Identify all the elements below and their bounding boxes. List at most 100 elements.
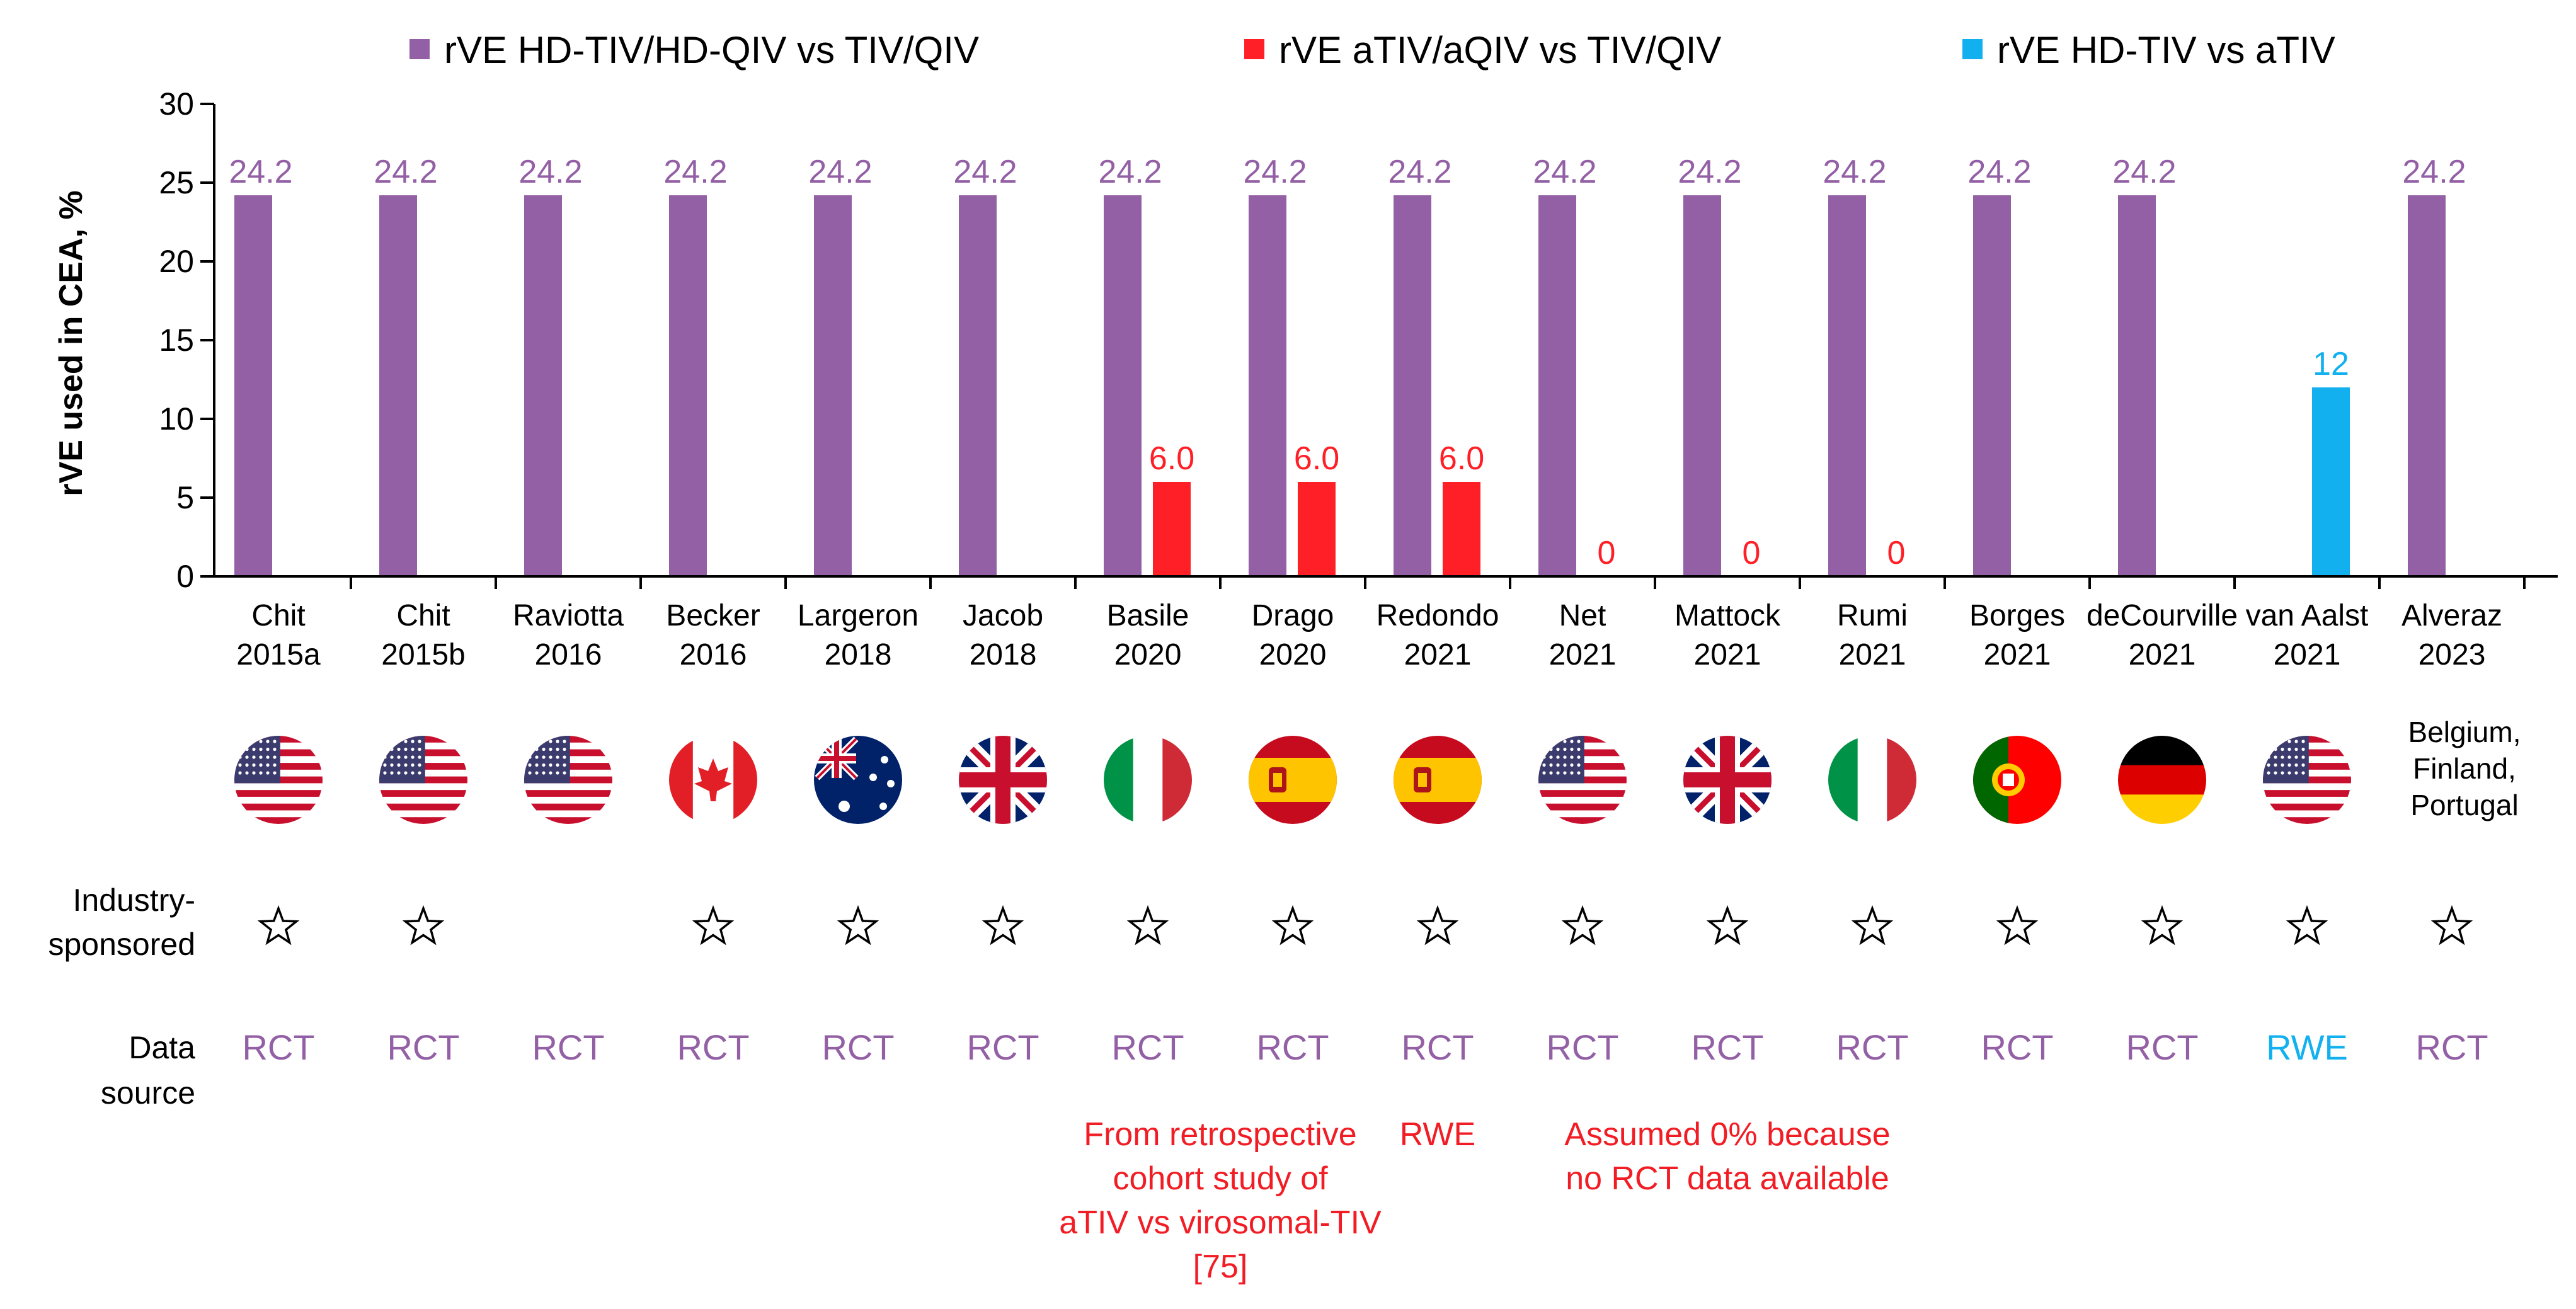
note: RWE bbox=[1400, 1116, 1475, 1153]
category-label: Drago 2020 bbox=[1252, 599, 1334, 672]
category-year: 2021 bbox=[1549, 638, 1617, 672]
category-year: 2018 bbox=[970, 638, 1037, 672]
bar-adj bbox=[1298, 482, 1336, 576]
us-flag-icon bbox=[524, 736, 612, 824]
category-label: Chit 2015a bbox=[236, 599, 321, 672]
bar-value-label: 24.2 bbox=[374, 154, 437, 190]
category-label: Alveraz 2023 bbox=[2401, 599, 2502, 672]
bar-value-label: 0 bbox=[1743, 535, 1761, 571]
category-label: Becker 2016 bbox=[666, 599, 760, 672]
category-label: Largeron 2018 bbox=[798, 599, 919, 672]
data-source-label: RCT bbox=[2415, 1027, 2488, 1067]
star-icon bbox=[2141, 905, 2184, 946]
category-label: Borges 2021 bbox=[1969, 599, 2065, 672]
bar-hd bbox=[1394, 195, 1431, 576]
category-name: Mattock bbox=[1674, 599, 1781, 632]
category-name: Borges bbox=[1969, 599, 2065, 632]
note: Assumed 0% because no RCT data available bbox=[1564, 1116, 1890, 1197]
bar-value-label: 24.2 bbox=[2402, 154, 2466, 190]
bar-hd bbox=[524, 195, 562, 576]
bar-value-label: 0 bbox=[1887, 535, 1906, 571]
us-flag-icon bbox=[234, 736, 323, 824]
category-label: Redondo 2021 bbox=[1377, 599, 1499, 672]
data-source-label: RWE bbox=[2266, 1027, 2348, 1067]
category-label: van Aalst 2021 bbox=[2246, 599, 2369, 672]
data-source-label: RCT bbox=[1836, 1027, 1908, 1067]
us-flag-icon bbox=[379, 736, 467, 824]
portugal-flag-icon bbox=[1973, 736, 2061, 824]
legend-item-adj: rVE aTIV/aQIV vs TIV/QIV bbox=[1244, 29, 1721, 71]
industry-row-label: sponsored bbox=[49, 927, 196, 962]
bar-value-label: 24.2 bbox=[808, 154, 872, 190]
data-source-label: RCT bbox=[1981, 1027, 2053, 1067]
y-tick-label: 15 bbox=[159, 323, 194, 358]
legend-item-hd: rVE HD-TIV/HD-QIV vs TIV/QIV bbox=[409, 29, 979, 71]
bar-value-label: 6.0 bbox=[1439, 440, 1484, 477]
australia-flag-icon bbox=[814, 736, 902, 824]
legend: rVE HD-TIV/HD-QIV vs TIV/QIV rVE aTIV/aQI… bbox=[409, 29, 2335, 71]
bar-hd bbox=[814, 195, 852, 576]
note-line: From retrospective bbox=[1084, 1116, 1356, 1153]
bar-adj bbox=[1443, 482, 1480, 576]
category-name: deCourville bbox=[2087, 599, 2238, 632]
data-source-label: RCT bbox=[1401, 1027, 1474, 1067]
data-source-label: RCT bbox=[1691, 1027, 1763, 1067]
bar-value-label: 24.2 bbox=[1243, 154, 1307, 190]
category-year: 2018 bbox=[825, 638, 892, 672]
legend-swatch-adj bbox=[1244, 39, 1264, 59]
category-name: Chit bbox=[251, 599, 305, 632]
y-tick-label: 0 bbox=[176, 559, 194, 594]
country-text: Portugal bbox=[2410, 789, 2518, 821]
bar-value-label: 24.2 bbox=[2112, 154, 2176, 190]
bar-hd bbox=[234, 195, 272, 576]
bar-value-label: 12 bbox=[2313, 346, 2349, 382]
star-icon bbox=[1996, 905, 2039, 946]
category-year: 2021 bbox=[1984, 638, 2051, 672]
us-flag-icon bbox=[1538, 736, 1627, 824]
star-icon bbox=[837, 905, 879, 946]
category-year: 2020 bbox=[1259, 638, 1327, 672]
data-source-label: RCT bbox=[821, 1027, 894, 1067]
uk-flag-icon bbox=[1683, 736, 1772, 824]
category-name: Alveraz bbox=[2401, 599, 2502, 632]
bar-value-label: 24.2 bbox=[1533, 154, 1596, 190]
legend-swatch-hd bbox=[409, 39, 430, 59]
bar-hd bbox=[1828, 195, 1866, 576]
bar-value-label: 24.2 bbox=[1967, 154, 2031, 190]
star-icon bbox=[1851, 905, 1894, 946]
notes: From retrospective cohort study of aTIV vs… bbox=[1059, 1116, 1890, 1285]
note-line: cohort study of bbox=[1113, 1160, 1328, 1197]
data-source-label: RCT bbox=[242, 1027, 314, 1067]
bar-value-label: 6.0 bbox=[1294, 440, 1339, 477]
category-label: Jacob 2018 bbox=[963, 599, 1043, 672]
data-source-label: RCT bbox=[532, 1027, 604, 1067]
category-name: Raviotta bbox=[513, 599, 624, 632]
category-label: Mattock 2021 bbox=[1674, 599, 1781, 672]
bar-hd bbox=[959, 195, 997, 576]
category-label: Raviotta 2016 bbox=[513, 599, 624, 672]
y-tick-label: 20 bbox=[159, 244, 194, 279]
category-name: van Aalst bbox=[2246, 599, 2369, 632]
y-axis: 0 5 10 15 20 25 30 bbox=[159, 86, 215, 594]
data-source-label: RCT bbox=[1256, 1027, 1329, 1067]
uk-flag-icon bbox=[959, 736, 1047, 824]
data-source-label: RCT bbox=[966, 1027, 1039, 1067]
y-tick-label: 25 bbox=[159, 165, 194, 200]
country-text: Belgium, bbox=[2408, 716, 2521, 748]
star-icon bbox=[2286, 905, 2328, 946]
category-label: Basile 2020 bbox=[1107, 599, 1189, 672]
category-year: 2021 bbox=[1839, 638, 1906, 672]
germany-flag-icon bbox=[2118, 736, 2206, 824]
category-year: 2016 bbox=[535, 638, 602, 672]
bar-hd bbox=[2118, 195, 2156, 576]
bar-value-label: 24.2 bbox=[1678, 154, 1741, 190]
category-year: 2021 bbox=[1404, 638, 1472, 672]
category-year: 2015b bbox=[381, 638, 465, 672]
note-line: [75] bbox=[1193, 1249, 1248, 1285]
category-name: Redondo bbox=[1377, 599, 1499, 632]
star-icon bbox=[1561, 905, 1604, 946]
category-name: Rumi bbox=[1837, 599, 1908, 632]
data-source-label: RCT bbox=[2126, 1027, 2198, 1067]
y-tick-label: 5 bbox=[176, 480, 194, 515]
